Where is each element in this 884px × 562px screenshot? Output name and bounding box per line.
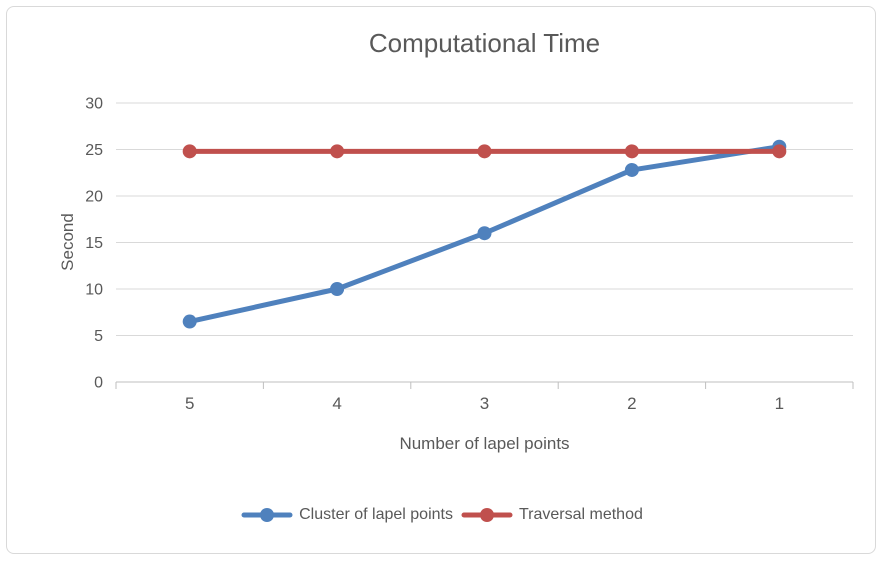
- legend-label: Traversal method: [518, 506, 643, 523]
- y-tick-label: 15: [85, 235, 103, 252]
- data-point: [330, 144, 345, 159]
- y-tick-label: 0: [94, 375, 103, 392]
- chart-title: Computational Time: [368, 28, 601, 58]
- x-tick-label: 4: [332, 394, 341, 413]
- data-point: [182, 314, 197, 329]
- legend-label: Cluster of lapel points: [299, 506, 453, 523]
- legend: Cluster of lapel points Traversal method: [0, 506, 884, 524]
- legend-line-marker-icon: [461, 508, 513, 522]
- data-point: [477, 226, 492, 241]
- y-tick-label: 25: [85, 142, 103, 159]
- y-tick-label: 10: [85, 282, 103, 299]
- x-tick-label: 5: [185, 394, 194, 413]
- legend-line-marker-icon: [241, 508, 293, 522]
- x-tick-label: 1: [775, 394, 784, 413]
- x-tick-label: 2: [627, 394, 636, 413]
- x-axis-title: Number of lapel points: [399, 434, 570, 453]
- y-axis-title: Second: [58, 213, 77, 271]
- legend-item-0: Cluster of lapel points: [241, 506, 453, 524]
- data-point: [182, 144, 197, 159]
- data-point: [624, 162, 639, 177]
- y-tick-label: 30: [85, 96, 103, 113]
- data-point: [477, 144, 492, 159]
- y-tick-label: 5: [94, 328, 103, 345]
- x-tick-label: 3: [480, 394, 489, 413]
- legend-item-1: Traversal method: [461, 506, 643, 524]
- data-point: [330, 282, 345, 296]
- data-point: [772, 144, 787, 159]
- chart-card: [6, 6, 876, 554]
- data-point: [624, 144, 639, 159]
- y-tick-label: 20: [85, 189, 103, 206]
